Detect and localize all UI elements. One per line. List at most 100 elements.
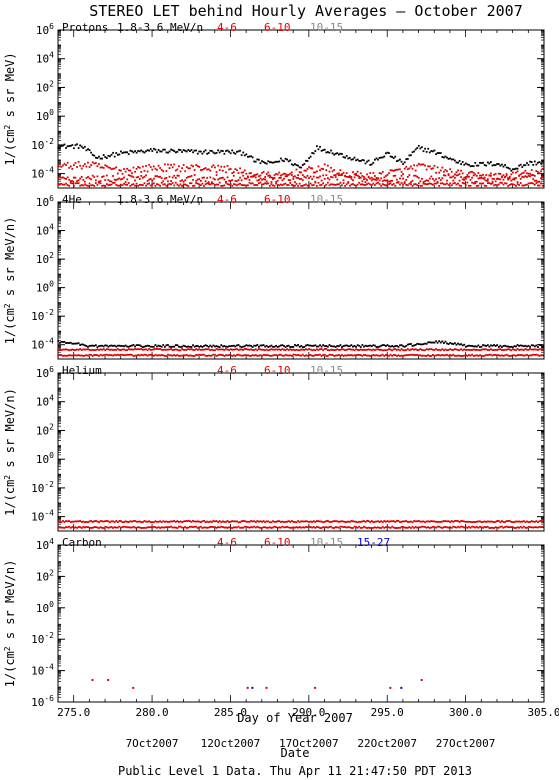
data-point (510, 526, 513, 529)
data-point (297, 520, 299, 522)
data-point (513, 177, 516, 180)
data-point (375, 177, 378, 179)
data-point (428, 177, 431, 180)
data-point (361, 180, 364, 183)
data-point (212, 151, 215, 154)
data-point (74, 349, 77, 351)
data-point (261, 344, 263, 347)
data-point (303, 346, 306, 348)
data-point (461, 172, 464, 175)
data-point (422, 520, 425, 523)
data-point (256, 184, 259, 186)
data-point (171, 149, 174, 152)
data-point (519, 163, 522, 166)
data-point (174, 169, 177, 172)
data-point (370, 354, 373, 357)
data-point (319, 348, 321, 351)
data-point (267, 526, 270, 529)
data-point (424, 526, 426, 528)
data-point (284, 346, 287, 349)
data-point (372, 178, 375, 180)
data-point (400, 686, 403, 689)
data-point (447, 526, 450, 529)
data-point (413, 150, 415, 153)
data-point (218, 177, 221, 180)
data-point (149, 178, 152, 180)
data-point (453, 176, 456, 179)
data-point (251, 182, 254, 185)
data-point (410, 527, 412, 529)
data-point (421, 163, 423, 166)
data-point (337, 354, 340, 356)
data-point (411, 184, 414, 187)
data-point (264, 354, 267, 356)
data-point (419, 184, 422, 187)
data-point (126, 167, 129, 170)
date-ticks: 7Oct2007 12Oct2007 17Oct2007 22Oct2007 27Oct… (126, 737, 496, 750)
data-point (475, 348, 478, 351)
data-point (499, 348, 502, 351)
data-point (450, 158, 453, 161)
data-point (499, 521, 502, 524)
data-point (160, 526, 163, 529)
data-point (428, 520, 431, 523)
y-axis-label: 1/(cm2 s sr MeV) (3, 52, 17, 165)
data-point (138, 526, 141, 529)
data-point (515, 177, 517, 179)
data-point (392, 354, 395, 356)
data-point (342, 355, 345, 357)
data-point (149, 184, 152, 187)
data-point (98, 163, 100, 165)
data-point (395, 160, 398, 163)
data-point (358, 177, 361, 179)
data-point (331, 520, 334, 523)
data-point (276, 526, 279, 529)
data-point (190, 182, 193, 185)
data-point (336, 520, 339, 523)
data-point (468, 520, 470, 523)
data-point (143, 526, 146, 529)
data-point (438, 152, 441, 154)
data-point (118, 354, 121, 357)
data-point (254, 521, 257, 523)
data-point (358, 353, 361, 356)
data-point (497, 163, 500, 165)
data-point (135, 182, 138, 185)
data-point (77, 160, 80, 163)
data-point (479, 161, 481, 164)
data-point (248, 526, 251, 529)
data-point (485, 345, 488, 347)
data-point (337, 526, 340, 529)
data-point (134, 179, 136, 182)
data-point (223, 165, 226, 168)
data-point (457, 169, 459, 172)
data-point (380, 184, 383, 187)
data-point (530, 348, 533, 351)
data-point (234, 179, 237, 182)
data-point (250, 182, 252, 185)
data-point (279, 353, 282, 356)
data-point (535, 170, 538, 172)
data-point (254, 184, 257, 186)
data-point (480, 177, 483, 179)
data-point (337, 348, 340, 351)
data-point (157, 526, 160, 529)
data-point (461, 355, 464, 357)
data-point (279, 349, 282, 351)
y-tick-label: 100 (36, 280, 54, 295)
data-point (447, 354, 450, 357)
data-point (337, 153, 340, 156)
data-point (116, 184, 119, 187)
data-point (474, 173, 477, 176)
data-point (129, 348, 132, 351)
data-point (284, 349, 287, 352)
data-point (267, 346, 270, 348)
data-point (212, 177, 215, 180)
data-point (408, 182, 411, 185)
data-point (253, 525, 256, 528)
data-point (278, 520, 281, 523)
data-point (449, 157, 452, 160)
data-point (406, 184, 409, 187)
data-point (160, 169, 163, 171)
data-point (218, 151, 221, 154)
